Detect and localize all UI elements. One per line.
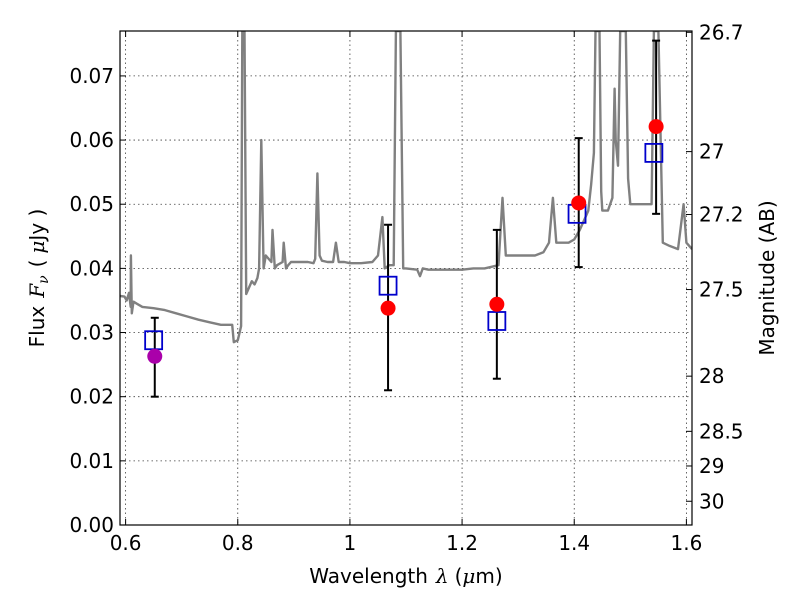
observed-photometry-point — [380, 300, 396, 316]
grid-lines — [120, 31, 692, 526]
y-tick-label: 0.04 — [69, 256, 114, 280]
y2-tick-label: 28 — [699, 364, 724, 388]
x-tick-label: 0.8 — [222, 531, 254, 555]
model-photometry-point — [487, 311, 507, 331]
x-tick-label: 1.4 — [558, 531, 590, 555]
observed-photometry-point — [648, 119, 664, 135]
model-photometry-point — [378, 275, 398, 296]
y-axis-label: FluxFν(μJy ) — [25, 209, 52, 348]
model-photometry-point — [144, 330, 164, 351]
x-tick-label: 1 — [344, 531, 357, 555]
x-tick-label: 0.6 — [110, 531, 142, 555]
y2-tick-label: 30 — [699, 489, 724, 513]
observed-photometry-point-alt — [147, 348, 163, 364]
y-tick-label: 0.06 — [69, 128, 114, 152]
y-tick-label: 0.05 — [69, 192, 114, 216]
y-tick-label: 0.00 — [69, 513, 114, 537]
observed-photometry-layer — [147, 119, 664, 364]
y-tick-label: 0.02 — [69, 385, 114, 409]
y-tick-label: 0.01 — [69, 449, 114, 473]
axis-ticks: 0.6 0.8 1 1.2 1.4 1.6 0.00 0.01 0.02 0.03 0.04 0.05… — [69, 20, 743, 555]
y2-tick-label: 29 — [699, 454, 724, 478]
observed-photometry-point — [489, 296, 505, 312]
model-spectrum-layer — [120, 31, 692, 344]
observed-photometry-point — [571, 195, 587, 211]
y2-axis-label: Magnitude (AB) — [755, 200, 779, 355]
y2-tick-label: 27 — [699, 140, 724, 164]
y-tick-label: 0.03 — [69, 321, 114, 345]
y2-tick-label: 28.5 — [699, 419, 744, 443]
x-axis-label: Wavelength λ (μm) — [309, 564, 502, 588]
plot-frame — [119, 30, 693, 526]
x-tick-label: 1.2 — [446, 531, 478, 555]
y2-tick-label: 27.2 — [699, 202, 744, 226]
model-spectrum-line — [120, 31, 692, 344]
x-tick-label: 1.6 — [670, 531, 702, 555]
y2-tick-label: 27.5 — [699, 278, 744, 302]
y2-tick-label: 26.7 — [699, 20, 744, 44]
y-tick-label: 0.07 — [69, 64, 114, 88]
model-photometry-point — [644, 142, 664, 163]
